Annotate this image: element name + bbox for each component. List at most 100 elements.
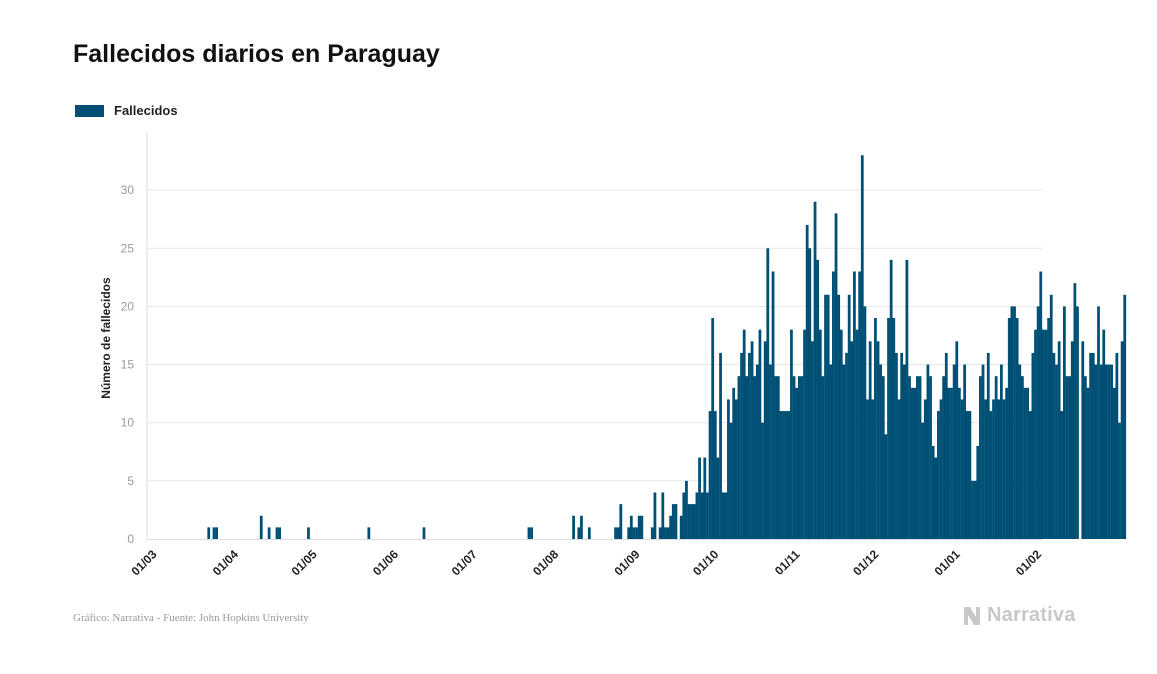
bar <box>1023 387 1027 539</box>
bar <box>1000 364 1003 539</box>
bar <box>981 364 985 539</box>
bar <box>215 527 219 539</box>
x-tick-label: 01/10 <box>690 547 721 578</box>
bar <box>587 527 591 539</box>
bar <box>834 213 838 540</box>
bar <box>979 376 982 539</box>
bar <box>813 201 817 540</box>
bar <box>992 399 995 539</box>
bar <box>973 480 977 539</box>
bar <box>1028 411 1032 539</box>
bar <box>1021 376 1024 539</box>
bar <box>826 294 830 539</box>
x-tick-label: 01/03 <box>128 547 159 578</box>
bar <box>1044 329 1048 539</box>
bar <box>792 376 796 539</box>
bar <box>782 411 785 539</box>
bar <box>1018 364 1022 539</box>
bar <box>1089 352 1093 539</box>
bar <box>934 457 938 539</box>
bar <box>727 399 730 539</box>
bar <box>769 364 772 539</box>
narrativa-logo: Narrativa <box>963 604 1076 627</box>
bar <box>921 422 925 539</box>
legend-swatch <box>75 104 104 117</box>
bar <box>664 527 667 539</box>
bar <box>1052 352 1056 539</box>
bar <box>837 294 841 539</box>
y-tick-label: 15 <box>121 358 135 372</box>
logo-text: Narrativa <box>987 604 1076 626</box>
bar <box>824 294 827 539</box>
bar <box>740 352 743 539</box>
bar <box>1112 387 1116 539</box>
x-tick-label: 01/02 <box>1013 547 1044 578</box>
bar <box>711 318 715 539</box>
bar <box>745 376 749 539</box>
bar <box>1107 364 1111 539</box>
bar <box>1110 364 1114 539</box>
bar <box>797 376 801 539</box>
bar <box>902 364 906 539</box>
bar <box>614 527 617 539</box>
bar <box>855 329 859 539</box>
bar <box>1031 352 1035 539</box>
bar <box>1104 364 1108 539</box>
bar <box>755 364 759 539</box>
bar <box>997 399 1001 539</box>
bar <box>889 259 893 539</box>
bar <box>627 527 631 539</box>
bar <box>658 527 662 539</box>
bar <box>695 492 699 539</box>
bar <box>530 527 533 539</box>
bar <box>1076 306 1079 539</box>
bar <box>1002 399 1006 539</box>
bar <box>653 492 657 539</box>
bar <box>527 527 531 539</box>
bar <box>629 515 633 539</box>
bar <box>1026 387 1030 539</box>
bar <box>1083 376 1087 539</box>
bar <box>742 329 746 539</box>
bar <box>1036 306 1040 539</box>
bar <box>207 527 211 539</box>
bar <box>661 492 665 539</box>
x-tick-label: 01/05 <box>289 547 320 578</box>
bar <box>860 155 864 539</box>
bar <box>944 352 948 539</box>
bar <box>952 364 956 539</box>
bar <box>795 387 799 539</box>
bar <box>1015 318 1019 539</box>
bar <box>839 329 843 539</box>
bar <box>986 352 990 539</box>
bar <box>1007 318 1011 539</box>
bar <box>698 457 701 539</box>
chart-title: Fallecidos diarios en Paraguay <box>73 40 440 68</box>
bar <box>874 318 877 539</box>
bar <box>650 527 654 539</box>
bar <box>868 341 872 539</box>
bar <box>1063 306 1066 539</box>
bar <box>1057 341 1061 539</box>
bar <box>682 492 686 539</box>
bar <box>619 504 623 539</box>
x-tick-label: 01/01 <box>932 547 963 578</box>
bar <box>805 224 809 540</box>
bar <box>275 527 279 539</box>
x-tick-labels: 01/03 01/04 01/05 01/06 01/07 01/08 01/09 01/10… <box>128 547 1044 578</box>
bar <box>748 352 751 539</box>
bar <box>923 399 927 539</box>
bar <box>895 352 898 539</box>
bar <box>1047 318 1051 539</box>
bar <box>212 527 216 539</box>
bar <box>1013 306 1016 539</box>
bar <box>580 515 583 539</box>
bar <box>635 527 638 539</box>
bar <box>1070 341 1074 539</box>
bar <box>1060 411 1064 539</box>
bar <box>863 306 867 539</box>
bar <box>905 259 909 539</box>
bar <box>766 248 770 539</box>
bar <box>763 341 767 539</box>
